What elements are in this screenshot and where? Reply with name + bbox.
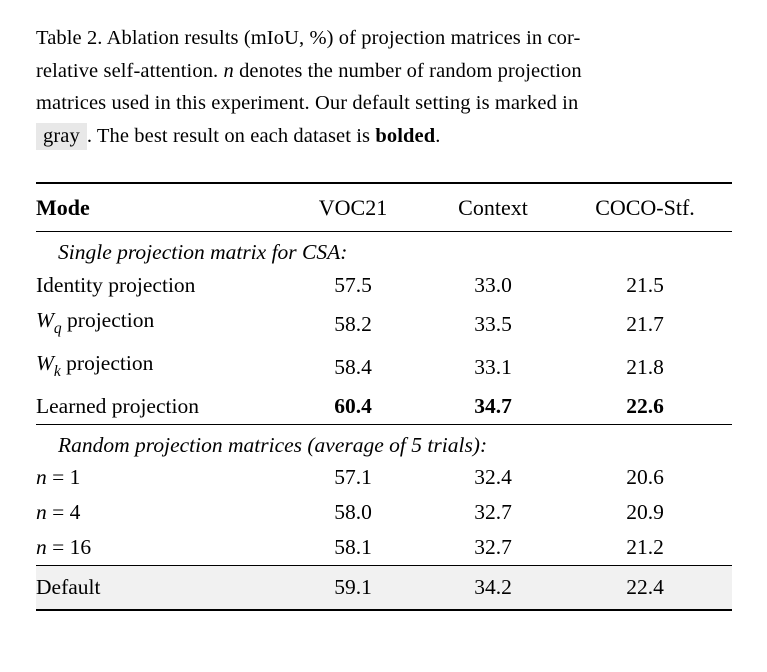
coco-cell: 20.9: [626, 500, 664, 525]
coco-cell: 22.6: [626, 394, 664, 419]
gray-highlight: gray: [36, 122, 87, 150]
caption-line: gray. The best result on each dataset is…: [36, 120, 732, 153]
section-title: Random projection matrices (average of 5…: [58, 432, 488, 457]
voc21-cell: 58.2: [334, 311, 372, 336]
caption-text: matrices used in this experiment. Our de…: [36, 92, 579, 114]
caption-line: Table 2. Ablation results (mIoU, %) of p…: [36, 22, 732, 55]
voc21-cell: 57.5: [334, 272, 372, 297]
coco-cell: 21.8: [626, 354, 664, 379]
caption-text: .: [435, 124, 441, 147]
caption-text: denotes the number of random projection: [233, 59, 582, 82]
table-row: n = 16 58.1 32.7 21.2: [36, 530, 732, 566]
math-n: n: [36, 500, 47, 525]
context-cell: 32.7: [474, 500, 512, 525]
table-row: n = 1 57.1 32.4 20.6: [36, 460, 732, 495]
math-W: W: [36, 350, 54, 375]
caption-text: Table 2. Ablation results (mIoU, %) of p…: [36, 27, 581, 49]
context-cell: 32.4: [474, 465, 512, 490]
coco-cell: 21.5: [626, 272, 664, 297]
caption-line: matrices used in this experiment. Our de…: [36, 87, 732, 120]
context-cell: 34.7: [474, 394, 512, 419]
mode-cell: Identity projection: [36, 272, 196, 297]
table-row: Learned projection 60.4 34.7 22.6: [36, 389, 732, 425]
voc21-cell: 58.4: [334, 354, 372, 379]
caption-text: . The best result on each dataset is: [86, 124, 376, 147]
caption-line: relative self-attention. n denotes the n…: [36, 55, 732, 88]
math-subscript: k: [53, 363, 61, 381]
mode-cell: Wk projection: [36, 350, 154, 381]
column-header-context: Context: [458, 195, 528, 220]
math-n: n: [223, 59, 234, 82]
coco-cell: 21.2: [626, 535, 664, 560]
caption-text: relative self-attention.: [36, 59, 224, 82]
context-cell: 33.0: [474, 272, 512, 297]
table-caption: Table 2. Ablation results (mIoU, %) of p…: [36, 22, 732, 152]
ablation-table: Mode VOC21 Context COCO-Stf. Single proj…: [36, 182, 732, 611]
default-row: Default 59.1 34.2 22.4: [36, 565, 732, 610]
mode-cell: n = 16: [36, 535, 92, 560]
context-cell: 34.2: [474, 574, 512, 599]
mode-cell: n = 1: [36, 465, 81, 490]
bolded-word: bolded: [375, 124, 436, 147]
mode-cell: Default: [36, 574, 101, 599]
mode-cell: Learned projection: [36, 394, 199, 419]
math-n: n: [36, 535, 47, 560]
table-figure: Table 2. Ablation results (mIoU, %) of p…: [36, 22, 732, 611]
math-subscript: q: [53, 319, 62, 337]
voc21-cell: 59.1: [334, 574, 372, 599]
section-title-row: Single projection matrix for CSA:: [36, 232, 732, 268]
table-header-row: Mode VOC21 Context COCO-Stf.: [36, 183, 732, 232]
column-header-voc21: VOC21: [318, 195, 388, 220]
section-title-row: Random projection matrices (average of 5…: [36, 424, 732, 460]
voc21-cell: 57.1: [334, 465, 372, 490]
mode-cell: Wq projection: [36, 307, 155, 337]
section-title: Single projection matrix for CSA:: [58, 240, 348, 264]
context-cell: 33.1: [474, 354, 512, 379]
table-row: Wk projection 58.4 33.1 21.8: [36, 345, 732, 388]
column-header-coco: COCO-Stf.: [595, 195, 695, 220]
table-row: n = 4 58.0 32.7 20.9: [36, 495, 732, 530]
coco-cell: 22.4: [626, 574, 664, 599]
table-row: Wq projection 58.2 33.5 21.7: [36, 302, 732, 345]
mode-cell: n = 4: [36, 500, 81, 525]
coco-cell: 20.6: [626, 465, 664, 490]
voc21-cell: 58.0: [334, 500, 372, 525]
context-cell: 32.7: [474, 535, 512, 560]
column-header-mode: Mode: [36, 195, 90, 220]
math-n: n: [36, 465, 47, 490]
math-W: W: [36, 307, 54, 332]
voc21-cell: 58.1: [334, 535, 372, 560]
voc21-cell: 60.4: [334, 394, 372, 419]
table-row: Identity projection 57.5 33.0 21.5: [36, 267, 732, 302]
context-cell: 33.5: [474, 311, 512, 336]
coco-cell: 21.7: [626, 311, 664, 336]
